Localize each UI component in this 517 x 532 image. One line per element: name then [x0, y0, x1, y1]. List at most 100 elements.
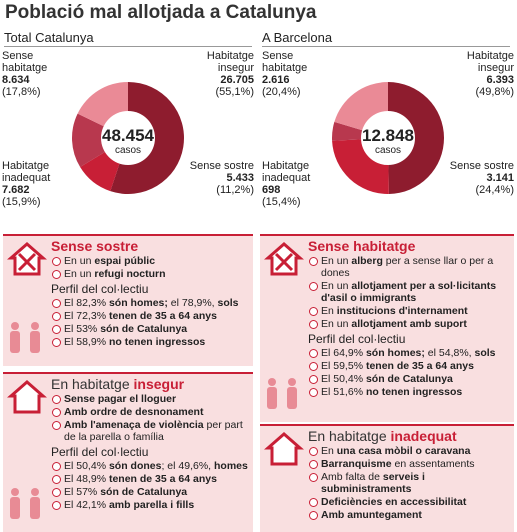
list-item: En un refugi nocturn [51, 268, 249, 280]
donut-chart: 48.454 casos Habitatge insegur 26.705 (55,1%… [2, 48, 254, 230]
text-segment: allotjament amb suport [351, 318, 467, 330]
slice-label: Sense habitatge 2.616 (20,4%) [262, 50, 340, 98]
text-segment: El 72,3% [64, 310, 109, 322]
category-label: Habitatge inadequat [2, 160, 51, 184]
profile-item: El 57% són de Catalunya [51, 486, 249, 498]
list-item: Amb ordre de desnonament [51, 406, 249, 418]
text-segment: allotjament per a sol·licitants d'asil o… [321, 280, 499, 304]
slice-label: Habitatge inadequat 698 (15,4%) [262, 160, 340, 208]
text-segment: sols [474, 347, 496, 359]
text-segment: per a sense llar o per a dones [321, 255, 497, 279]
text-segment: inadequat [390, 428, 457, 444]
text-segment: En habitatge [308, 428, 391, 444]
text-segment: Deficiències en accessibilitat [321, 496, 467, 508]
percent-label: (20,4%) [262, 86, 301, 98]
text-segment: institucions d'internament [336, 305, 468, 317]
text-segment: Sense sostre [51, 238, 139, 254]
text-segment: El 48,9% [64, 473, 109, 485]
profile-item: El 64,9% són homes; el 54,8%, sols [308, 347, 510, 359]
text-segment: són de Catalunya [100, 323, 188, 335]
percent-label: (15,4%) [262, 196, 301, 208]
text-segment: Amb l'amenaça de violència [64, 419, 204, 431]
text-segment: una casa mòbil o caravana [336, 445, 471, 457]
text-segment: Barranquisme [321, 458, 392, 470]
text-segment: ; el 49,6%, [161, 460, 214, 472]
profile-title: Perfil del col·lectiu [51, 282, 149, 296]
donut-slice [72, 113, 110, 168]
text-segment: sols [217, 297, 239, 309]
profile-item: El 72,3% tenen de 35 a 64 anys [51, 310, 249, 322]
list-item: Deficiències en accessibilitat [308, 496, 510, 508]
text-segment: són dones [108, 460, 162, 472]
value-label: 7.682 [2, 184, 30, 196]
category-label: Sense sostre [449, 160, 514, 172]
house-icon [264, 240, 304, 281]
percent-label: (55,1%) [215, 86, 254, 98]
text-segment: Sense habitatge [308, 238, 416, 254]
text-segment: homes [214, 460, 248, 472]
profile-title: Perfil del col·lectiu [51, 445, 149, 459]
house-icon [7, 240, 47, 281]
text-segment: En habitatge [51, 376, 134, 392]
text-segment: El 53% [64, 323, 101, 335]
panel: Sense sostre En un espai públic En un refu… [3, 234, 253, 366]
panel-title: Sense habitatge [308, 238, 510, 254]
people-icon [7, 487, 47, 526]
percent-label: (11,2%) [216, 184, 254, 196]
donut-slice [388, 82, 444, 194]
text-segment: En un [64, 255, 95, 267]
value-label: 2.616 [262, 74, 290, 86]
panel-title: En habitatge inadequat [308, 428, 510, 444]
profile-item: El 59,5% tenen de 35 a 64 anys [308, 360, 510, 372]
category-label: Habitatge insegur [206, 50, 254, 74]
profile-title: Perfil del col·lectiu [308, 332, 406, 346]
list-item: Barranquisme en assentaments [308, 458, 510, 470]
slice-label: Sense sostre 5.433 (11,2%) [176, 160, 254, 196]
list-item: En un allotjament per a sol·licitants d'… [308, 280, 510, 304]
category-label: Sense habitatge [262, 50, 308, 74]
text-segment: per part de la parella o família [64, 419, 246, 443]
category-label: Sense sostre [189, 160, 254, 172]
text-segment: El 82,3% [64, 297, 109, 309]
value-label: 5.433 [226, 172, 254, 184]
text-segment: el 78,9%, [167, 297, 218, 309]
text-segment: són homes; [108, 297, 168, 309]
donut-slice [332, 139, 389, 194]
text-segment: refugi nocturn [94, 268, 166, 280]
text-segment: en assentaments [391, 458, 475, 470]
donut-chart: 12.848 casos Habitatge insegur 6.393 (49,8%)… [262, 48, 514, 230]
house-icon [264, 430, 304, 471]
slice-label: Habitatge insegur 26.705 (55,1%) [176, 50, 254, 98]
text-segment: En un [321, 280, 352, 292]
value-label: 8.634 [2, 74, 30, 86]
profile-item: El 82,3% són homes; el 78,9%, sols [51, 297, 249, 309]
text-segment: En [321, 305, 337, 317]
text-segment: amb parella i fills [108, 499, 195, 511]
list-item: Amb falta de serveis i subministraments [308, 471, 510, 495]
text-segment: Amb ordre de desnonament [64, 406, 204, 418]
donut-unit: casos [115, 145, 141, 156]
text-segment: són homes; [365, 347, 425, 359]
list-item: En una casa mòbil o caravana [308, 445, 510, 457]
people-icon [7, 321, 47, 360]
slice-label: Habitatge inadequat 7.682 (15,9%) [2, 160, 80, 208]
text-segment: són de Catalunya [365, 373, 453, 385]
slice-label: Sense habitatge 8.634 (17,8%) [2, 50, 80, 98]
value-label: 26.705 [220, 74, 254, 86]
profile-item: El 58,9% no tenen ingressos [51, 336, 249, 348]
percent-label: (49,8%) [475, 86, 514, 98]
profile-item: El 50,4% són dones; el 49,6%, homes [51, 460, 249, 472]
text-segment: El 50,4% [321, 373, 366, 385]
text-segment: En un [64, 268, 95, 280]
text-segment: Amb amuntegament [321, 509, 422, 521]
text-segment: no tenen ingressos [365, 386, 463, 398]
text-segment: són de Catalunya [100, 486, 188, 498]
text-segment: El 58,9% [64, 336, 109, 348]
text-segment: tenen de 35 a 64 anys [108, 310, 217, 322]
page-title: Població mal allotjada a Catalunya [5, 2, 317, 23]
chart-title: Total Catalunya [4, 30, 252, 47]
text-segment: el 54,8%, [424, 347, 475, 359]
list-item: Amb l'amenaça de violència per part de l… [51, 419, 249, 443]
